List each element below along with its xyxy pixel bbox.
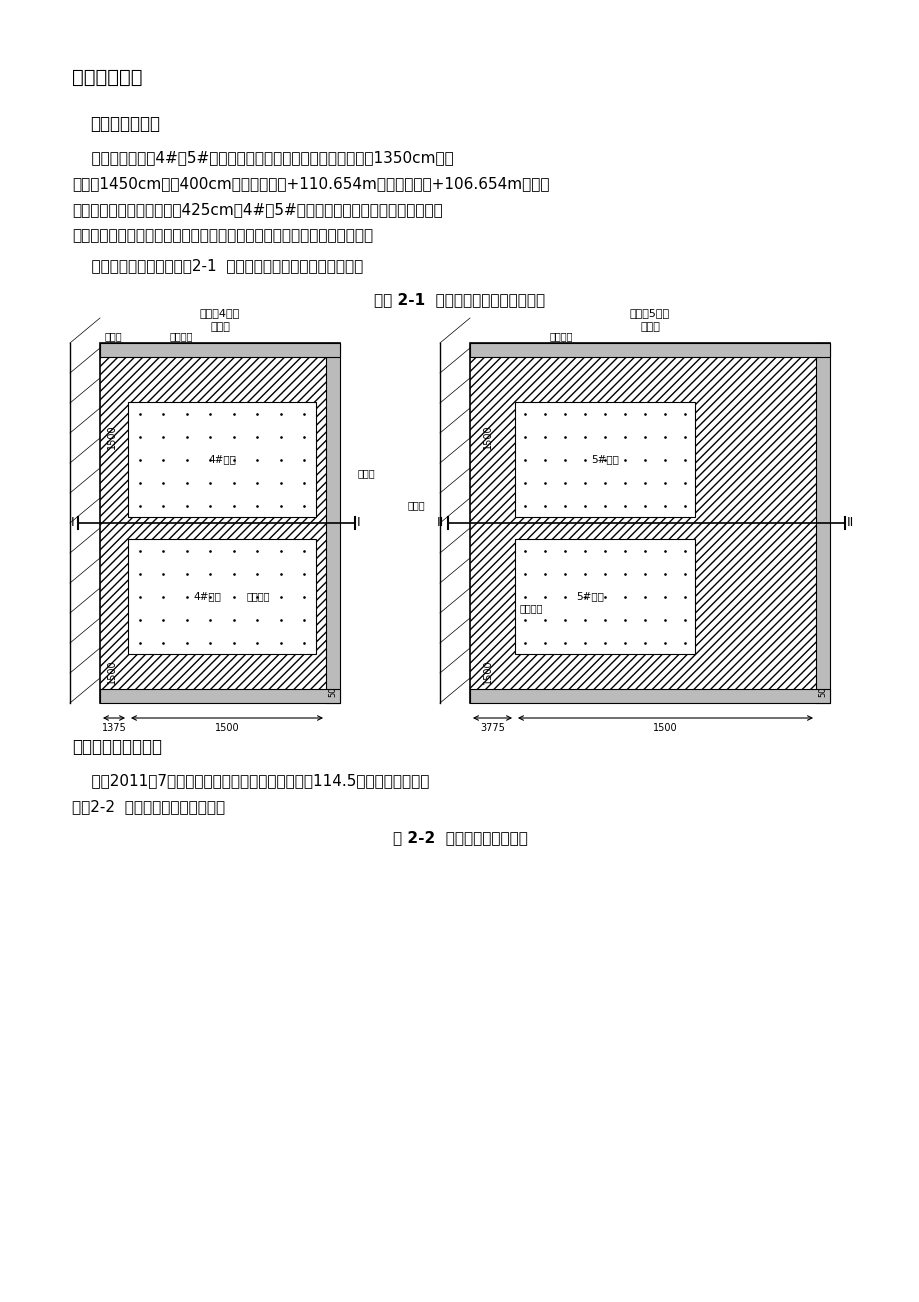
Text: 筑岛围堰平面布置如《图2-1  主墩筑岛围堰平面布置图》所示：: 筑岛围堰平面布置如《图2-1 主墩筑岛围堰平面布置图》所示： xyxy=(72,258,363,273)
Text: 划坡线: 划坡线 xyxy=(407,500,425,510)
Text: 填筑粘土: 填筑粘土 xyxy=(519,604,543,613)
Text: 《图 2-1  主墩筑岛围堰平面布置图》: 《图 2-1 主墩筑岛围堰平面布置图》 xyxy=(374,292,545,307)
Bar xyxy=(100,342,340,703)
Bar xyxy=(515,539,694,654)
Bar xyxy=(515,402,694,517)
Bar xyxy=(325,342,340,703)
Text: 龙旺大桥主墩为4#、5#墩，承台分两幅设计，单幅承台顺桥向长1350cm，横: 龙旺大桥主墩为4#、5#墩，承台分两幅设计，单幅承台顺桥向长1350cm，横 xyxy=(72,150,453,165)
Text: 5#承台: 5#承台 xyxy=(590,454,618,465)
Text: （一）结构特点: （一）结构特点 xyxy=(90,115,160,133)
Text: 平面图: 平面图 xyxy=(640,322,659,332)
Text: 一、工程概况: 一、工程概况 xyxy=(72,68,142,87)
Text: 划界线: 划界线 xyxy=(105,331,122,341)
Text: 50: 50 xyxy=(818,686,826,697)
Text: 填筑粘土: 填筑粘土 xyxy=(246,591,270,602)
Bar xyxy=(470,689,829,703)
Text: 1375: 1375 xyxy=(101,723,126,733)
Text: 5#承台: 5#承台 xyxy=(575,591,603,602)
Text: 1500: 1500 xyxy=(107,659,117,684)
Bar xyxy=(100,689,340,703)
Bar xyxy=(815,342,829,703)
Text: 1500: 1500 xyxy=(652,723,677,733)
Text: 连龙伊5号墩: 连龙伊5号墩 xyxy=(630,309,669,318)
Text: 4#承台: 4#承台 xyxy=(208,454,235,465)
Text: II: II xyxy=(437,517,444,530)
Text: II: II xyxy=(846,517,854,530)
Text: 1500: 1500 xyxy=(107,424,117,449)
Text: 1500: 1500 xyxy=(214,723,239,733)
Text: 素装粘土: 素装粘土 xyxy=(170,331,193,341)
Bar xyxy=(128,539,315,654)
Text: 图 2-2  主墩区域水深示意图: 图 2-2 主墩区域水深示意图 xyxy=(392,829,527,845)
Text: 右幅承台之间边缘的距离为425cm。4#、5#墩位于水中，现已填土形成筑岛围堰: 右幅承台之间边缘的距离为425cm。4#、5#墩位于水中，现已填土形成筑岛围堰 xyxy=(72,202,442,217)
Text: （二）墩位水深情况: （二）墩位水深情况 xyxy=(72,738,162,756)
Bar xyxy=(128,402,315,517)
Text: 龙旺伊4号墩: 龙旺伊4号墩 xyxy=(199,309,240,318)
Bar xyxy=(100,342,340,357)
Bar xyxy=(470,342,829,703)
Text: I: I xyxy=(70,517,74,530)
Text: 根据2011年7月中旬实测数据，桥位处水位标高为114.5米，桥位处水深见: 根据2011年7月中旬实测数据，桥位处水位标高为114.5米，桥位处水深见 xyxy=(72,773,429,788)
Text: 平面图: 平面图 xyxy=(210,322,230,332)
Bar xyxy=(470,342,829,357)
Text: I: I xyxy=(357,517,360,530)
Text: 桥向宽1450cm，厚400cm，承台顶标高+110.654m，承台底标高+106.654m。左、: 桥向宽1450cm，厚400cm，承台顶标高+110.654m，承台底标高+10… xyxy=(72,176,549,191)
Text: 50: 50 xyxy=(328,686,337,697)
Text: 3775: 3775 xyxy=(480,723,505,733)
Text: 《图2-2  主墩区域水深示意图》。: 《图2-2 主墩区域水深示意图》。 xyxy=(72,799,225,814)
Text: 划坡线: 划坡线 xyxy=(357,467,375,478)
Text: 1500: 1500 xyxy=(482,424,493,449)
Text: 施工钻孔桩，钻孔桩完成后拟在筑岛围堰上直接插打锁口钢管桩施工承台。: 施工钻孔桩，钻孔桩完成后拟在筑岛围堰上直接插打锁口钢管桩施工承台。 xyxy=(72,228,373,243)
Text: 素装粘土: 素装粘土 xyxy=(550,331,573,341)
Text: 4#承台: 4#承台 xyxy=(193,591,221,602)
Text: 1500: 1500 xyxy=(482,659,493,684)
